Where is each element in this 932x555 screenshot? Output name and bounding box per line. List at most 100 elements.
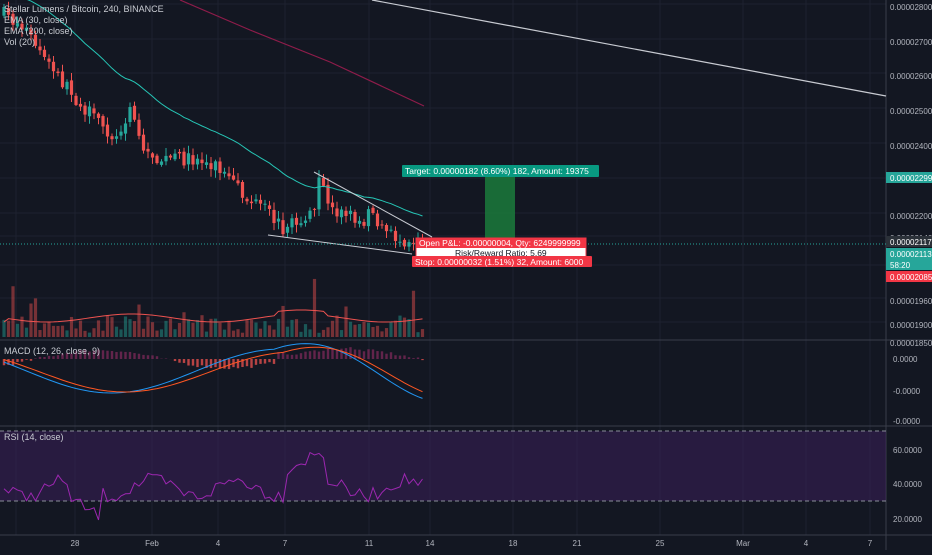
volume-bar [227,321,230,337]
symbol-title[interactable]: Stellar Lumens / Bitcoin, 240, BINANCE [4,4,164,15]
volume-bar [277,319,280,337]
ema30-legend[interactable]: EMA (30, close) [4,15,164,26]
volume-bar [371,327,374,337]
macd-hist-bar [264,359,266,364]
macd-hist-bar [394,355,396,359]
candle-body [362,222,365,226]
macd-hist-bar [376,351,378,359]
rsi-band [0,431,886,501]
candle-body [65,82,68,89]
macd-hist-bar [147,355,149,359]
candle-body [299,223,302,225]
candle-body [367,209,370,226]
candle-body [403,240,406,247]
trend-line [372,0,886,96]
macd-label[interactable]: MACD (12, 26, close, 9) [4,346,100,357]
macd-hist-bar [363,351,365,359]
macd-hist-bar [210,359,212,368]
price-tick: 0.00001900 [890,321,932,330]
volume-bar [412,291,415,337]
volume-bar [389,322,392,337]
macd-hist-bar [282,353,284,359]
macd-hist-bar [34,358,36,359]
candle-body [236,180,239,183]
volume-bar [358,324,361,337]
candle-body [322,178,325,186]
volume-bar [2,320,5,337]
volume-bar [133,321,136,337]
volume-bar [34,298,37,337]
macd-legend: MACD (12, 26, close, 9) [4,346,100,357]
volume-bar [178,323,181,337]
macd-hist-bar [286,354,288,359]
macd-hist-bar [354,349,356,359]
price-tick: 0.00001960 [890,297,932,306]
candle-body [385,225,388,231]
macd-hist-bar [273,359,275,364]
time-tick: 7 [868,539,873,548]
volume-bar [286,327,289,337]
time-tick: 7 [283,539,288,548]
candle-body [52,62,55,71]
volume-bar [376,326,379,337]
candle-body [191,155,194,164]
volume-bar [47,322,50,337]
macd-hist-bar [129,352,131,359]
volume-bar [16,324,19,337]
volume-bar [362,322,365,337]
macd-hist-bar [367,349,369,359]
candle-body [218,161,221,172]
volume-bar [124,316,127,337]
candle-body [110,136,113,139]
candle-body [340,209,343,217]
volume-legend[interactable]: Vol (20) [4,37,164,48]
macd-hist-bar [151,355,153,359]
volume-bar [173,329,176,337]
macd-hist-bar [300,353,302,359]
volume-bar [317,333,320,337]
volume-bar [367,323,370,337]
candle-body [398,242,401,243]
volume-bar [416,332,419,337]
volume-bar [313,279,316,337]
candle-body [394,231,397,241]
candle-body [128,107,131,122]
volume-bar [169,318,172,337]
volume-bar [29,304,32,337]
volume-bar [340,330,343,337]
candle-body [142,135,145,151]
macd-hist-bar [192,359,194,366]
candle-body [209,163,212,169]
price-tag-label: 0.00002299 [890,174,932,183]
macd-hist-bar [322,351,324,359]
rsi-label[interactable]: RSI (14, close) [4,432,64,443]
volume-bar [290,320,293,337]
volume-bar [110,317,113,337]
price-tag-label: 0.00002085 [890,273,932,282]
time-tick: 4 [804,539,809,548]
candle-body [317,177,320,209]
candle-body [214,161,217,170]
candle-body [344,211,347,216]
volume-bar [272,330,275,337]
volume-bar [245,320,248,337]
candle-body [137,120,140,136]
ema200-legend[interactable]: EMA (200, close) [4,26,164,37]
time-tick: 25 [656,539,665,548]
volume-bar [11,286,14,337]
macd-hist-bar [295,355,297,359]
volume-bar [259,329,262,337]
macd-hist-bar [246,359,248,366]
volume-bar [164,321,167,337]
volume-bar [385,328,388,337]
volume-bar [20,317,23,337]
candle-body [349,211,352,214]
macd-hist-bar [417,358,419,359]
volume-bar [101,331,104,337]
volume-bar [7,321,10,337]
candle-body [79,104,82,107]
volume-bar [25,328,28,337]
macd-hist-bar [412,358,414,359]
